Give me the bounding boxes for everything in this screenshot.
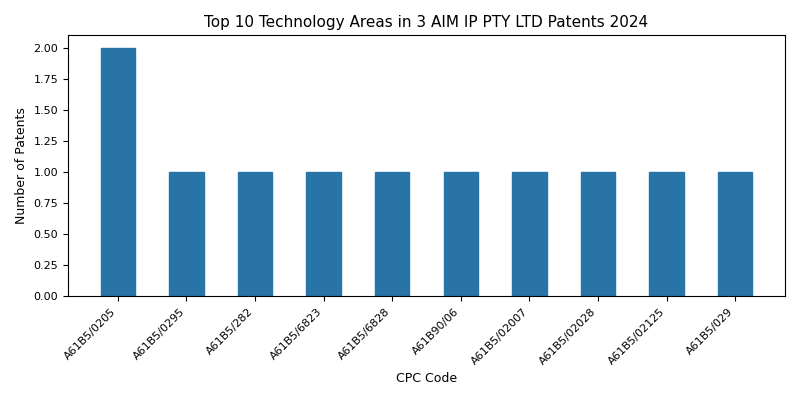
Bar <box>170 172 203 296</box>
Bar <box>306 172 341 296</box>
Bar <box>238 172 272 296</box>
Title: Top 10 Technology Areas in 3 AIM IP PTY LTD Patents 2024: Top 10 Technology Areas in 3 AIM IP PTY … <box>205 15 649 30</box>
Bar <box>581 172 615 296</box>
Bar <box>444 172 478 296</box>
Bar <box>512 172 546 296</box>
Bar <box>718 172 753 296</box>
Bar <box>101 48 135 296</box>
X-axis label: CPC Code: CPC Code <box>396 372 457 385</box>
Y-axis label: Number of Patents: Number of Patents <box>15 108 28 224</box>
Bar <box>375 172 410 296</box>
Bar <box>650 172 684 296</box>
